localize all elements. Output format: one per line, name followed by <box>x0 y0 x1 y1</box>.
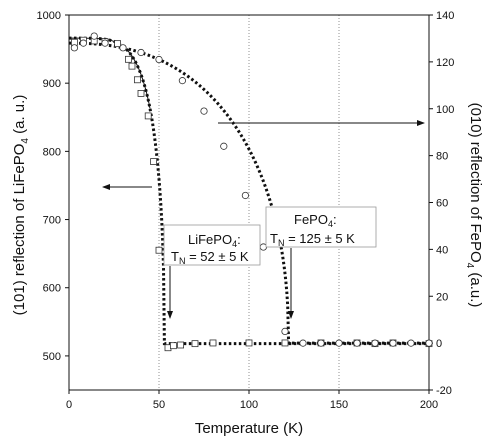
point-fepo4 <box>241 191 249 200</box>
point-fepo4 <box>79 39 88 47</box>
grid-lines <box>158 15 340 390</box>
point-fepo4 <box>220 142 228 150</box>
point-fepo4 <box>155 55 163 64</box>
annotation-lifepo4: LiFePO4: TN = 52 ± 5 K <box>163 224 261 319</box>
right-tick-label: 80 <box>436 151 448 163</box>
point-lifepo4 <box>209 339 217 347</box>
point-fepo4 <box>178 77 186 85</box>
left-tick-label: 700 <box>43 215 61 227</box>
point-fepo4 <box>371 339 379 347</box>
x-tick-label: 150 <box>330 399 348 411</box>
x-tick-label: 50 <box>153 399 165 411</box>
point-lifepo4 <box>114 40 121 48</box>
point-fepo4 <box>101 39 109 47</box>
left-tick-label: 1000 <box>37 10 61 22</box>
left-tick-label: 500 <box>43 351 61 363</box>
x-tick-label: 200 <box>420 399 438 411</box>
right-axis-ticks: -20 0 20 40 60 80 100 120 140 <box>429 10 454 397</box>
annotation-lifepo4-tn-symbol: T <box>171 249 179 264</box>
x-tick-label: 0 <box>66 399 72 411</box>
left-tick-label: 800 <box>43 146 61 158</box>
left-axis-title-main: (101) reflection of LiFePO <box>11 144 28 316</box>
point-lifepo4 <box>128 62 136 70</box>
svg-text:LiFePO4:: LiFePO4: <box>188 232 241 249</box>
x-axis-ticks: 0 50 100 150 200 <box>66 390 438 411</box>
point-fepo4 <box>119 44 127 52</box>
series-fepo4-points <box>70 32 433 347</box>
right-tick-label: 140 <box>436 10 454 22</box>
left-axis-title: (101) reflection of LiFePO4 (a. u.) <box>11 95 31 316</box>
right-axis-title-sub: 4 <box>464 263 475 269</box>
annotation-fepo4-colon: : <box>333 212 337 227</box>
right-axis-title-main: (010) reflection of FePO <box>467 103 484 263</box>
point-lifepo4 <box>125 55 132 63</box>
point-lifepo4 <box>155 246 163 254</box>
annotation-fepo4-box <box>265 206 377 248</box>
right-tick-label: -20 <box>436 385 452 397</box>
right-tick-label: 0 <box>436 338 442 350</box>
point-lifepo4 <box>137 90 145 97</box>
point-fepo4 <box>200 107 208 115</box>
annotation-lifepo4-tn-value: = 52 ± 5 K <box>185 249 248 264</box>
annotation-fepo4: FePO4: TN = 125 ± 5 K <box>265 206 377 319</box>
point-fepo4 <box>335 339 343 347</box>
left-axis-title-end: (a. u.) <box>11 95 28 138</box>
svg-text:TN = 125 ± 5 K: TN = 125 ± 5 K <box>270 231 355 248</box>
point-lifepo4 <box>133 76 141 84</box>
point-fepo4 <box>281 327 289 336</box>
point-fepo4 <box>299 339 307 347</box>
right-tick-label: 60 <box>436 198 448 210</box>
annotation-fepo4-compound: FePO <box>294 212 328 227</box>
point-fepo4 <box>389 339 397 347</box>
point-fepo4 <box>90 32 98 40</box>
point-lifepo4 <box>144 112 152 120</box>
left-axis-title-sub: 4 <box>20 138 31 144</box>
fit-line-lifepo4-low <box>69 37 151 109</box>
fit-curve-fepo4 <box>69 41 429 345</box>
point-lifepo4 <box>281 339 289 347</box>
left-tick-label: 600 <box>43 283 61 295</box>
svg-text:FePO4:: FePO4: <box>294 212 337 229</box>
point-fepo4 <box>407 339 415 347</box>
x-tick-label: 100 <box>240 399 258 411</box>
annotation-lifepo4-compound-sub: 4 <box>232 239 237 249</box>
point-fepo4 <box>317 339 325 347</box>
annotation-lifepo4-tn-sub: N <box>179 256 186 266</box>
left-axis-ticks: 500 600 700 800 900 1000 <box>37 10 69 363</box>
point-fepo4 <box>353 339 361 347</box>
point-fepo4 <box>70 44 79 52</box>
right-tick-label: 100 <box>436 104 454 116</box>
series-lifepo4-points <box>71 36 433 352</box>
point-lifepo4 <box>191 340 199 348</box>
right-tick-label: 20 <box>436 291 448 303</box>
right-tick-label: 40 <box>436 244 448 256</box>
point-fepo4 <box>425 339 433 347</box>
point-lifepo4 <box>150 158 158 165</box>
annotation-fepo4-compound-sub: 4 <box>328 219 333 229</box>
x-axis-title: Temperature (K) <box>195 420 303 437</box>
point-lifepo4 <box>169 342 177 350</box>
annotation-fepo4-tn-sub: N <box>278 238 285 248</box>
annotation-fepo4-tn-value: = 125 ± 5 K <box>284 231 355 246</box>
point-fepo4 <box>137 48 145 57</box>
point-lifepo4 <box>245 339 253 347</box>
point-lifepo4 <box>177 341 185 349</box>
left-tick-label: 900 <box>43 78 61 90</box>
annotation-lifepo4-colon: : <box>237 232 241 247</box>
right-tick-label: 120 <box>436 57 454 69</box>
svg-text:TN = 52 ± 5 K: TN = 52 ± 5 K <box>171 249 249 266</box>
annotation-lifepo4-box <box>163 224 261 266</box>
right-axis-title: (010) reflection of FePO4 (a.u.) <box>464 103 484 308</box>
right-axis-title-end: (a.u.) <box>467 268 484 307</box>
annotation-fepo4-tn-symbol: T <box>270 231 278 246</box>
annotation-lifepo4-compound: LiFePO <box>188 232 232 247</box>
